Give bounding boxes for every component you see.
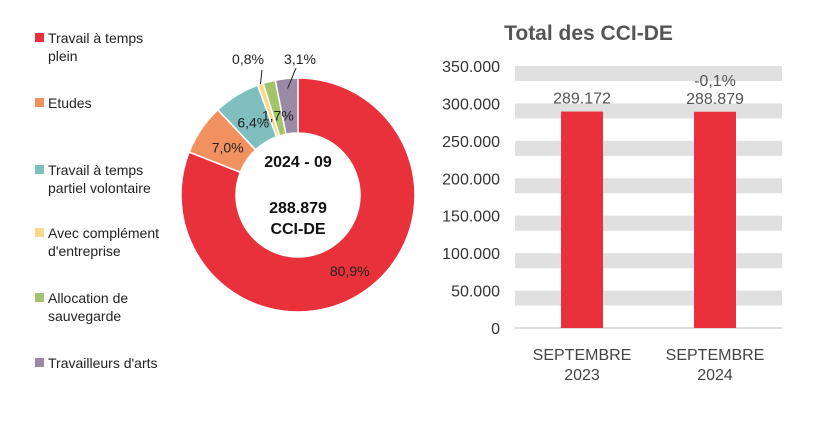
legend-label: d'entreprise <box>48 243 121 259</box>
bar-change-label: -0,1% <box>694 73 736 90</box>
pie-slice <box>274 77 299 136</box>
y-tick-label: 50.000 <box>451 284 500 301</box>
bar <box>694 111 736 328</box>
legend-label: Allocation de <box>48 290 128 306</box>
slice-label: 6,4% <box>237 115 269 131</box>
legend-label: partiel volontaire <box>48 180 151 196</box>
y-tick-label: 200.000 <box>442 171 500 188</box>
legend-label: Avec complément <box>48 225 159 241</box>
legend-label: sauvegarde <box>48 308 121 324</box>
legend-label: Travail à temps <box>48 162 143 178</box>
donut-center-unit: CCI-DE <box>270 221 325 238</box>
donut-center-period: 2024 - 09 <box>264 154 332 171</box>
slice-label: 1,7% <box>262 108 294 124</box>
grid-band <box>515 66 782 81</box>
donut-center-total: 288.879 <box>269 200 327 217</box>
legend-swatch <box>35 165 44 174</box>
bar-chart-title: Total des CCI-DE <box>504 22 673 45</box>
y-tick-label: 0 <box>491 321 500 338</box>
grid-band <box>515 140 782 156</box>
legend-swatch <box>35 293 44 302</box>
legend-label: Etudes <box>48 95 92 111</box>
y-tick-label: 100.000 <box>442 246 500 263</box>
x-tick-label: 2024 <box>697 367 733 384</box>
grid-band <box>515 253 782 269</box>
grid-band <box>515 290 782 306</box>
y-tick-label: 250.000 <box>442 134 500 151</box>
y-tick-label: 300.000 <box>442 96 500 113</box>
y-tick-label: 350.000 <box>442 59 500 76</box>
bar-value-label: 288.879 <box>686 91 744 108</box>
pie-slice <box>180 77 416 313</box>
grid-band <box>515 178 782 194</box>
slice-label: 0,8% <box>232 51 264 67</box>
legend-label: plein <box>48 48 78 64</box>
legend-swatch <box>35 33 44 42</box>
slice-label: 3,1% <box>284 51 316 67</box>
legend-swatch <box>35 98 44 107</box>
legend-label: Travail à temps <box>48 30 143 46</box>
x-tick-label: SEPTEMBRE <box>666 347 765 364</box>
slice-label: 80,9% <box>330 263 370 279</box>
grid-band <box>515 215 782 231</box>
bar <box>561 111 603 328</box>
leader-line <box>259 69 263 85</box>
x-tick-label: 2023 <box>564 367 600 384</box>
legend-swatch <box>35 358 44 367</box>
legend-swatch <box>35 228 44 237</box>
slice-label: 7,0% <box>212 139 244 155</box>
leader-line <box>287 67 297 89</box>
bar-value-label: 289.172 <box>553 91 611 108</box>
y-tick-label: 150.000 <box>442 209 500 226</box>
legend-label: Travailleurs d'arts <box>48 355 158 371</box>
x-tick-label: SEPTEMBRE <box>533 347 632 364</box>
